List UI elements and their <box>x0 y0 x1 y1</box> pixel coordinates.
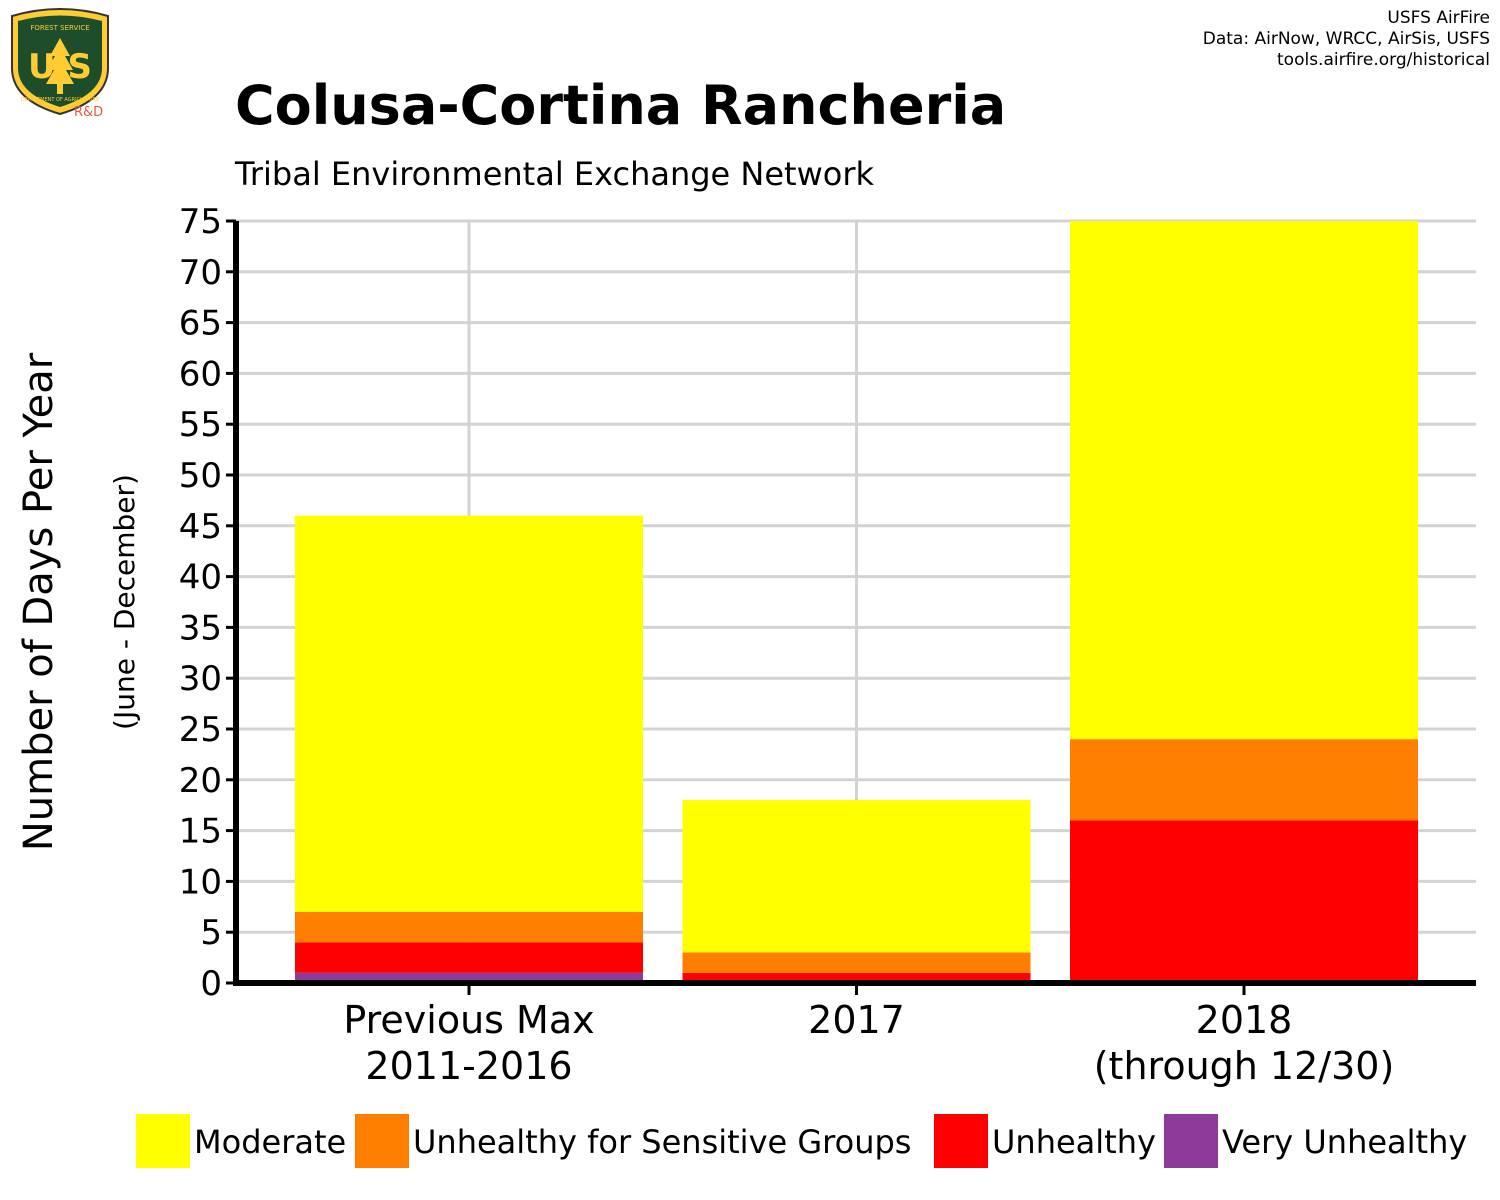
bar-very-unhealthy <box>295 972 643 983</box>
legend-swatch-unhealthy-for-sensitive-groups <box>355 1114 409 1168</box>
bar-unhealthy-for-sensitive-groups <box>682 952 1031 973</box>
legend-label-very-unhealthy: Very Unhealthy <box>1222 1123 1467 1161</box>
chart-subtitle: Tribal Environmental Exchange Network <box>235 155 875 193</box>
legend-swatch-very-unhealthy <box>1164 1114 1218 1168</box>
y-tick-label: 45 <box>179 507 222 547</box>
y-tick-label: 10 <box>179 862 222 902</box>
x-tick-label: (through 12/30) <box>1094 1044 1395 1088</box>
y-axis-title: Number of Days Per Year <box>16 352 62 851</box>
y-axis-subtitle: (June - December) <box>108 474 141 730</box>
bar-unhealthy <box>682 972 1031 983</box>
usfs-shield-logo: FOREST SERVICE U S DEPARTMENT OF AGRICUL… <box>11 8 109 118</box>
legend-swatch-moderate <box>136 1114 190 1168</box>
x-tick-label: 2011-2016 <box>365 1044 572 1088</box>
y-tick-label: 5 <box>200 913 222 953</box>
legend-label-unhealthy-for-sensitive-groups: Unhealthy for Sensitive Groups <box>413 1123 911 1161</box>
legend-swatch-unhealthy <box>934 1114 988 1168</box>
bar-unhealthy <box>295 942 643 973</box>
logo-top-text: FOREST SERVICE <box>30 24 89 32</box>
credits-url: tools.airfire.org/historical <box>1277 50 1490 70</box>
credits-source: USFS AirFire <box>1387 8 1490 28</box>
y-tick-label: 0 <box>200 964 222 1004</box>
x-tick-label: 2018 <box>1196 998 1293 1042</box>
y-tick-label: 30 <box>179 659 222 699</box>
legend-label-moderate: Moderate <box>194 1123 346 1161</box>
chart-title: Colusa-Cortina Rancheria <box>235 74 1007 137</box>
bar-moderate <box>295 515 643 912</box>
logo-bottom-text: DEPARTMENT OF AGRICULTURE <box>21 97 99 103</box>
y-tick-label: 35 <box>179 608 222 648</box>
bar-unhealthy <box>1070 820 1418 983</box>
legend-label-unhealthy: Unhealthy <box>992 1123 1156 1161</box>
bar-unhealthy-for-sensitive-groups <box>1070 739 1418 821</box>
x-tick-label: Previous Max <box>343 998 594 1042</box>
credits-data: Data: AirNow, WRCC, AirSis, USFS <box>1202 29 1490 49</box>
y-tick-label: 50 <box>179 456 222 496</box>
y-tick-label: 55 <box>179 405 222 445</box>
credits: USFS AirFire Data: AirNow, WRCC, AirSis,… <box>1203 8 1490 71</box>
y-tick-label: 20 <box>179 761 222 801</box>
y-tick-label: 60 <box>179 354 222 394</box>
bar-moderate <box>1070 221 1418 740</box>
y-tick-label: 15 <box>179 812 222 852</box>
y-tick-label: 25 <box>179 710 222 750</box>
logo-rd-text: R&D <box>74 105 103 118</box>
y-tick-label: 70 <box>179 253 222 293</box>
x-tick-label: 2017 <box>808 998 905 1042</box>
y-tick-label: 75 <box>179 202 222 242</box>
y-tick-label: 65 <box>179 304 222 344</box>
bar-moderate <box>682 800 1031 953</box>
bar-unhealthy-for-sensitive-groups <box>295 911 643 943</box>
y-tick-label: 40 <box>179 558 222 598</box>
